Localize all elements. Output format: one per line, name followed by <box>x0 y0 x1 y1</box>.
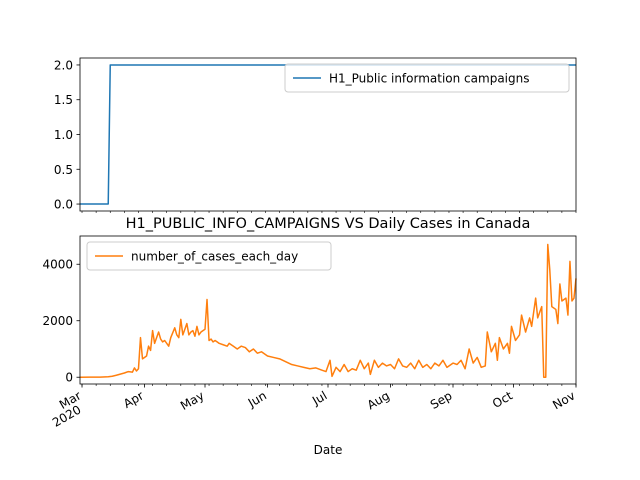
chart-panel-1: 0.0 0.5 1.0 1.5 2.0 H1_Public information cam… <box>54 57 577 213</box>
legend: H1_Public information campaigns <box>284 63 570 93</box>
x-tick-label: Jul <box>309 388 329 408</box>
legend: number_of_cases_each_day <box>86 241 332 271</box>
x-axis-label: Date <box>314 443 343 457</box>
legend-box <box>284 63 570 93</box>
y-tick-label: 0.5 <box>54 163 73 177</box>
legend-label: H1_Public information campaigns <box>329 72 529 86</box>
axes-frame <box>79 57 577 212</box>
y-tick-label: 1.5 <box>54 93 73 107</box>
series-line-1 <box>79 243 577 378</box>
y-tick-label: 4000 <box>42 258 73 272</box>
y-tick-label: 2000 <box>42 314 73 328</box>
legend-box <box>86 241 332 271</box>
y-tick-label: 2.0 <box>54 58 73 72</box>
axes-frame <box>79 235 577 385</box>
y-tick-label: 0.0 <box>54 198 73 212</box>
y-tick-label: 1.0 <box>54 128 73 142</box>
chart-panels: 0.0 0.5 1.0 1.5 2.0 H1_Public information cam… <box>42 57 578 457</box>
legend-label: number_of_cases_each_day <box>131 250 298 264</box>
y-tick-label: 0 <box>65 371 73 385</box>
chart-title: H1_PUBLIC_INFO_CAMPAIGNS VS Daily Cases … <box>126 216 531 232</box>
